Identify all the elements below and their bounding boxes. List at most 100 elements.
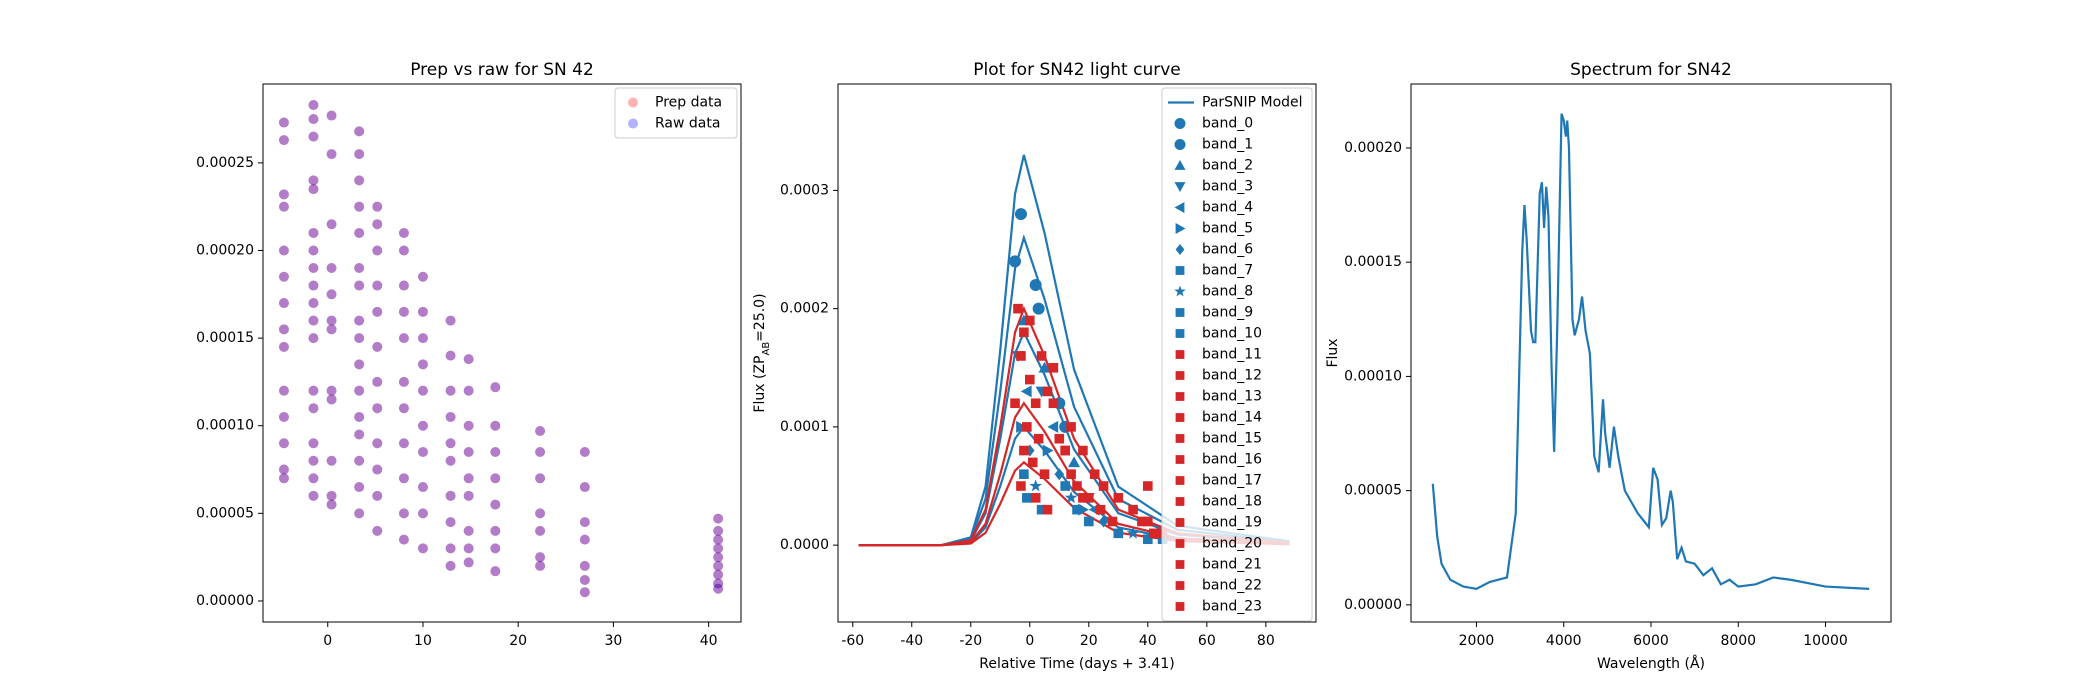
scatter-point xyxy=(463,447,474,458)
scatter-point xyxy=(490,420,501,431)
marker xyxy=(1113,528,1124,539)
legend-marker xyxy=(1175,455,1185,464)
scatter-point xyxy=(535,508,546,519)
x-tick-label: 4000 xyxy=(1546,633,1582,649)
scatter-point xyxy=(326,289,337,300)
scatter-point xyxy=(417,482,428,493)
scatter-point xyxy=(308,438,319,449)
scatter-point xyxy=(354,359,365,370)
marker xyxy=(1030,493,1041,503)
scatter-point xyxy=(490,543,501,554)
scatter-point xyxy=(278,189,289,200)
scatter-point xyxy=(326,263,337,274)
scatter-point xyxy=(463,447,474,458)
scatter-point xyxy=(417,306,428,317)
scatter-point xyxy=(713,578,724,589)
scatter-point xyxy=(354,411,365,422)
scatter-point xyxy=(398,280,409,291)
marker xyxy=(1048,362,1059,373)
model-curve xyxy=(858,460,1290,547)
scatter-point xyxy=(326,499,337,510)
scatter-point xyxy=(372,341,383,352)
x-tick-label: 6000 xyxy=(1633,633,1669,649)
scatter-point xyxy=(535,560,546,571)
scatter-point xyxy=(278,298,289,309)
scatter-point xyxy=(308,490,319,501)
scatter-point xyxy=(354,411,365,422)
scatter-point xyxy=(445,455,456,466)
legend-label: band_1 xyxy=(1202,137,1253,153)
scatter-point xyxy=(490,447,501,458)
scatter-point xyxy=(278,324,289,335)
scatter-point xyxy=(326,110,337,121)
scatter-point xyxy=(308,131,319,142)
x-tick-label: 40 xyxy=(700,633,718,649)
scatter-point xyxy=(354,126,365,137)
scatter-point xyxy=(326,455,337,466)
scatter-point xyxy=(398,280,409,291)
scatter-point xyxy=(354,227,365,238)
marker xyxy=(1137,516,1147,527)
legend-label: Prep data xyxy=(655,95,722,111)
scatter-point xyxy=(417,333,428,344)
marker xyxy=(1066,469,1076,479)
scatter-point xyxy=(308,280,319,291)
scatter-point xyxy=(308,385,319,396)
scatter-point xyxy=(354,126,365,137)
scatter-point xyxy=(417,543,428,554)
x-tick-label: -40 xyxy=(900,633,923,649)
scatter-point xyxy=(372,341,383,352)
y-tick-label: 0.00005 xyxy=(1344,483,1402,499)
scatter-point xyxy=(372,525,383,536)
y-axis-label-part: Flux xyxy=(1325,338,1341,367)
marker xyxy=(1060,481,1070,491)
scatter-point xyxy=(308,385,319,396)
scatter-point xyxy=(308,455,319,466)
scatter-point xyxy=(417,482,428,493)
legend-label: Raw data xyxy=(655,116,720,132)
marker xyxy=(1128,504,1138,515)
scatter-point xyxy=(579,517,590,528)
scatter-point xyxy=(398,227,409,238)
scatter-point xyxy=(308,455,319,466)
scatter-point xyxy=(308,315,319,326)
marker xyxy=(1042,444,1054,457)
scatter-point xyxy=(398,403,409,414)
marker xyxy=(1039,469,1050,479)
scatter-point xyxy=(398,508,409,519)
marker xyxy=(1024,374,1035,385)
y-tick-label: 0.00010 xyxy=(196,418,254,434)
scatter-point xyxy=(278,135,289,146)
scatter-point xyxy=(490,382,501,393)
scatter-point xyxy=(445,517,456,528)
scatter-point xyxy=(308,245,319,256)
scatter-point xyxy=(398,438,409,449)
scatter-point xyxy=(398,333,409,344)
marker xyxy=(1009,255,1022,268)
scatter-point xyxy=(535,425,546,436)
legend-label: band_19 xyxy=(1202,515,1262,531)
legend-label: band_11 xyxy=(1202,347,1262,363)
legend-label: band_15 xyxy=(1202,431,1262,447)
marker xyxy=(1013,303,1023,314)
marker xyxy=(1060,445,1070,456)
scatter-point xyxy=(326,149,337,160)
scatter-point xyxy=(490,473,501,484)
scatter-point xyxy=(463,490,474,501)
scatter-point xyxy=(354,175,365,186)
scatter-point xyxy=(445,490,456,501)
scatter-point xyxy=(445,438,456,449)
scatter-point xyxy=(445,315,456,326)
scatter-point xyxy=(535,473,546,484)
scatter-point xyxy=(326,490,337,501)
scatter-point xyxy=(308,490,319,501)
scatter-point xyxy=(713,525,724,536)
scatter-point xyxy=(308,184,319,195)
scatter-point xyxy=(308,131,319,142)
legend-marker xyxy=(1175,560,1185,569)
scatter-point xyxy=(354,227,365,238)
marker xyxy=(1016,351,1026,361)
marker xyxy=(1064,491,1078,504)
scatter-point xyxy=(308,227,319,238)
scatter-point xyxy=(278,385,289,396)
